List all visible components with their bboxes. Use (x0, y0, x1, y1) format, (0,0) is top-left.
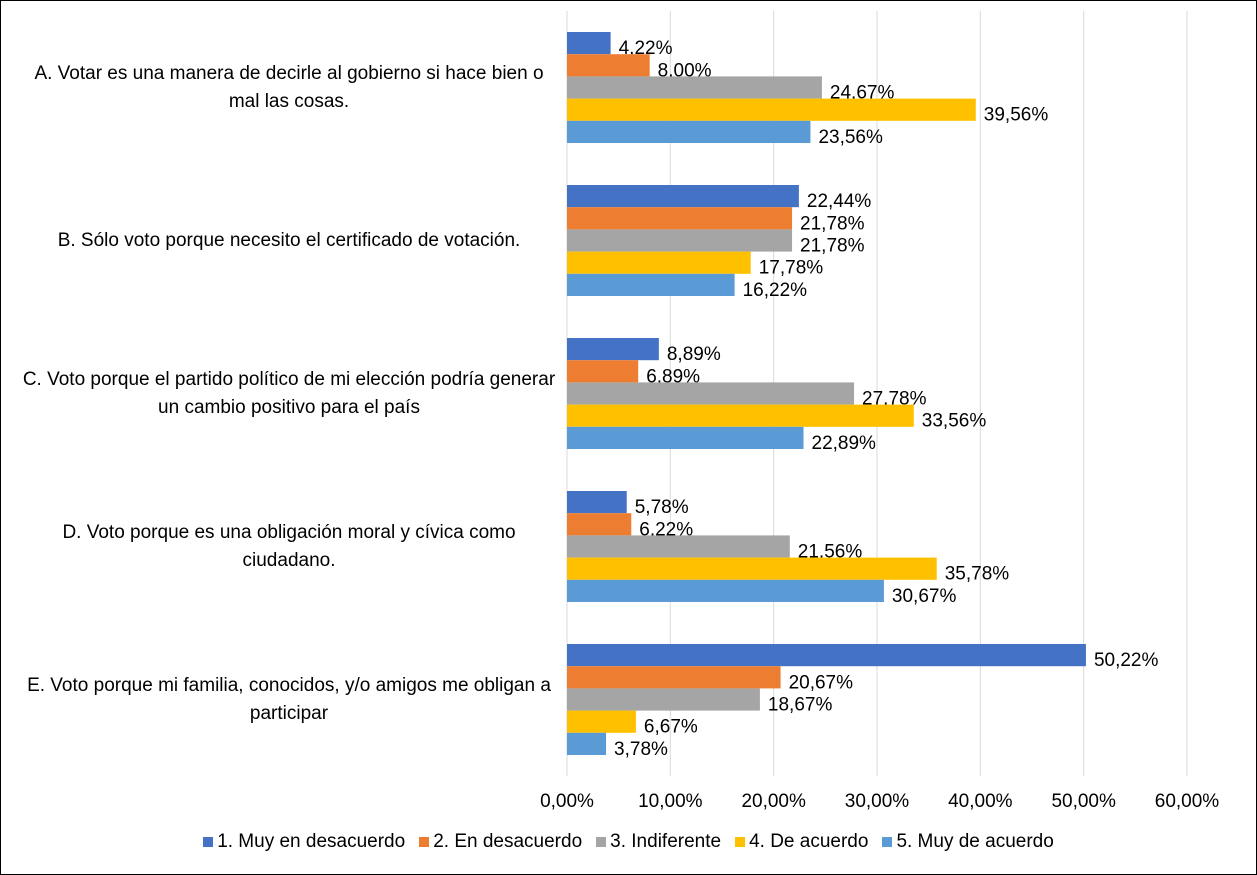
x-tick-label: 60,00% (1155, 791, 1220, 812)
legend-swatch (419, 837, 430, 847)
value-label: 39,56% (984, 105, 1049, 126)
bar (567, 491, 627, 514)
legend-item: 5. Muy de acuerdo (882, 831, 1054, 853)
value-label: 5,78% (635, 497, 689, 518)
bar (567, 338, 659, 361)
bar (567, 404, 914, 427)
legend-item: 3. Indiferente (596, 831, 721, 853)
legend-label: 1. Muy en desacuerdo (217, 831, 406, 852)
legend-item: 2. En desacuerdo (419, 831, 582, 853)
bar (567, 229, 793, 252)
x-tick-label: 50,00% (1051, 791, 1116, 812)
legend-item: 4. De acuerdo (735, 831, 868, 853)
legend-swatch (882, 837, 893, 847)
category-label: B. Sólo voto porque necesito el certific… (57, 229, 521, 251)
value-label: 6,89% (646, 366, 700, 387)
x-tick-label: 0,00% (540, 791, 594, 812)
value-label: 24,67% (830, 83, 895, 104)
legend-swatch (596, 837, 607, 847)
bar (567, 54, 650, 77)
bar (567, 732, 607, 755)
value-label: 22,44% (807, 191, 872, 212)
bar (567, 666, 781, 689)
value-label: 4,22% (619, 38, 673, 59)
category-label: C. Voto porque el partido político de mi… (22, 368, 556, 418)
bar (567, 382, 855, 405)
value-label: 21,78% (800, 236, 865, 257)
value-label: 30,67% (892, 586, 957, 607)
bar (567, 76, 822, 99)
value-label: 6,22% (639, 519, 693, 540)
legend-label: 4. De acuerdo (749, 831, 869, 852)
value-label: 18,67% (768, 695, 833, 716)
bar (567, 207, 793, 230)
bar (567, 251, 751, 274)
value-label: 50,22% (1094, 650, 1159, 671)
legend-label: 3. Indiferente (610, 831, 722, 852)
legend: 1. Muy en desacuerdo 2. En desacuerdo 3. I… (1, 831, 1256, 853)
legend-swatch (203, 837, 214, 847)
x-tick-label: 20,00% (741, 791, 806, 812)
bar (567, 32, 611, 55)
bar (567, 688, 760, 711)
bar (567, 426, 804, 449)
category-label: E. Voto porque mi familia, conocidos, y/… (27, 674, 551, 724)
bar (567, 557, 937, 580)
bar (567, 710, 636, 733)
value-label: 3,78% (614, 739, 668, 760)
legend-label: 5. Muy de acuerdo (896, 831, 1054, 852)
bar (567, 644, 1086, 667)
value-label: 23,56% (818, 127, 883, 148)
x-tick-label: 10,00% (638, 791, 703, 812)
value-label: 16,22% (743, 280, 808, 301)
value-label: 22,89% (812, 433, 877, 454)
category-label: D. Voto porque es una obligación moral y… (62, 521, 516, 571)
value-label: 17,78% (759, 258, 824, 279)
bar (567, 579, 884, 602)
value-label: 20,67% (789, 672, 854, 693)
bar (567, 360, 639, 383)
bar (567, 120, 811, 143)
value-label: 6,67% (644, 717, 698, 738)
value-label: 27,78% (862, 389, 927, 410)
value-label: 21,56% (798, 542, 863, 563)
bar (567, 513, 632, 536)
legend-item: 1. Muy en desacuerdo (203, 831, 405, 853)
legend-swatch (735, 837, 746, 847)
bar (567, 273, 735, 296)
value-label: 8,89% (667, 344, 721, 365)
bar (567, 98, 976, 121)
x-tick-label: 40,00% (948, 791, 1013, 812)
value-label: 21,78% (800, 213, 865, 234)
x-tick-label: 30,00% (845, 791, 910, 812)
bar (567, 535, 790, 558)
legend-label: 2. En desacuerdo (433, 831, 583, 852)
category-label: A. Votar es una manera de decirle al gob… (34, 62, 544, 112)
bar (567, 185, 799, 208)
value-label: 33,56% (922, 411, 987, 432)
value-label: 8,00% (658, 60, 712, 81)
value-label: 35,78% (945, 564, 1010, 585)
